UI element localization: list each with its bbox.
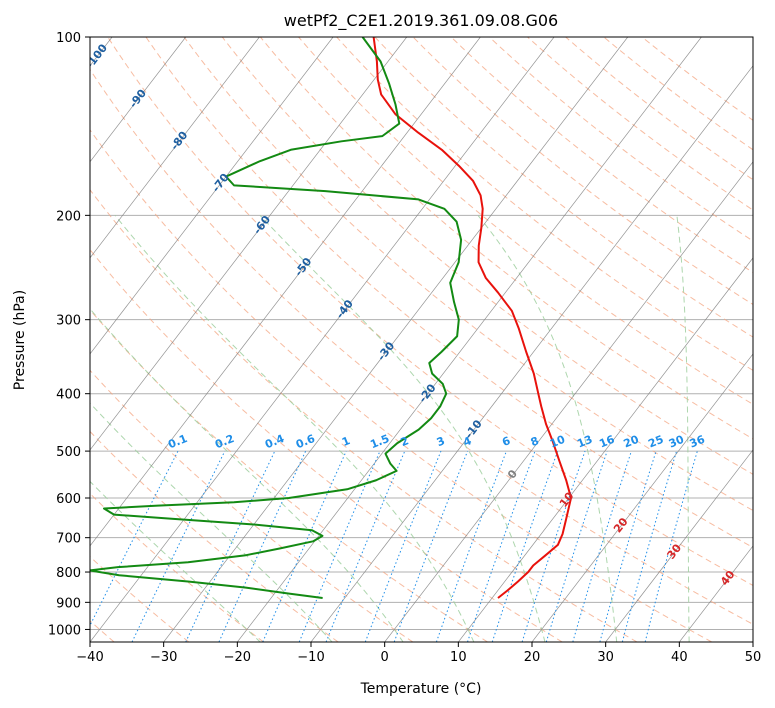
isotherm <box>163 37 629 642</box>
x-axis-label: Temperature (°C) <box>360 681 482 697</box>
mixing-ratio-line <box>621 450 678 642</box>
isotherm <box>90 37 334 355</box>
dry-adiabat <box>107 37 753 586</box>
isotherm <box>90 37 260 259</box>
dry-adiabat <box>90 248 563 642</box>
mixing-ratio-line <box>262 450 347 642</box>
mixing-ratio-label: 3 <box>435 434 447 449</box>
dry-adiabat <box>90 309 488 642</box>
y-tick-label: 600 <box>56 492 81 507</box>
plot-frame <box>89 36 754 643</box>
dry-adiabat <box>527 37 753 211</box>
dry-adiabat <box>298 37 753 405</box>
isotherm <box>310 65 753 642</box>
x-tick-label: −20 <box>224 650 251 665</box>
x-axis: −40 −30 −20 −10 0 10 20 30 40 50 <box>76 642 761 665</box>
moist-adiabat <box>90 402 333 642</box>
x-tick-label: 20 <box>524 650 541 665</box>
isotherm <box>605 449 753 642</box>
moist-adiabat <box>90 480 261 642</box>
mixing-ratio-line <box>185 450 276 642</box>
profile-lines <box>90 37 572 600</box>
y-tick-label: 1000 <box>48 623 81 638</box>
isotherm <box>90 37 187 163</box>
mixing-ratio-line <box>131 450 226 642</box>
mixing-ratio-label: 13 <box>575 433 594 451</box>
y-tick-label: 100 <box>56 31 81 46</box>
temperature-line <box>372 37 572 599</box>
dry-adiabat <box>374 37 753 338</box>
y-tick-label: 800 <box>56 566 81 581</box>
y-tick-label: 700 <box>56 532 81 547</box>
dry-adiabat <box>603 37 753 151</box>
dry-adiabat <box>183 37 753 512</box>
mixing-ratio-line <box>467 450 536 642</box>
x-tick-label: 40 <box>671 650 688 665</box>
dry-adiabat <box>488 37 753 242</box>
moist-adiabats <box>90 214 690 642</box>
mixing-ratio-label: 2 <box>399 434 411 449</box>
isotherm <box>384 161 753 642</box>
y-axis: 100 200 300 400 500 600 700 800 900 1000 <box>48 31 90 638</box>
mixing-ratio-line <box>572 450 632 642</box>
mixing-ratio-label: 16 <box>597 433 616 451</box>
x-tick-label: −30 <box>150 650 177 665</box>
moist-adiabat <box>676 215 690 642</box>
dewpoint-line <box>90 37 463 600</box>
mixing-ratio-label: 10 <box>548 433 567 451</box>
x-tick-label: 10 <box>450 650 467 665</box>
dry-adiabats <box>90 37 753 642</box>
dry-adiabat <box>565 37 753 181</box>
isotherm <box>531 353 753 642</box>
x-tick-label: 50 <box>745 650 762 665</box>
dry-adiabat <box>336 37 753 371</box>
isotherm <box>90 37 408 451</box>
y-axis-label: Pressure (hPa) <box>12 290 28 390</box>
dry-adiabat <box>90 68 753 625</box>
x-tick-label: −10 <box>297 650 324 665</box>
mixing-ratio-line <box>435 450 507 642</box>
mixing-ratio-label: 1 <box>340 434 352 449</box>
mixing-ratio-line <box>491 450 559 642</box>
dry-adiabat <box>90 189 638 642</box>
mixing-ratio-label: 36 <box>688 433 707 451</box>
pressure-gridlines <box>90 37 753 630</box>
isotherm <box>90 37 481 547</box>
mixing-ratio-label: 30 <box>667 433 686 451</box>
moist-adiabat <box>477 215 618 642</box>
isotherm <box>458 257 753 642</box>
moist-adiabat <box>259 214 546 642</box>
moist-adiabat <box>114 215 475 642</box>
dry-adiabat <box>90 128 712 642</box>
x-tick-label: 30 <box>597 650 614 665</box>
x-tick-label: −40 <box>76 650 103 665</box>
mixing-ratio-line <box>218 450 307 642</box>
dry-adiabat <box>90 369 414 642</box>
y-tick-label: 400 <box>56 388 81 403</box>
dry-adiabat <box>90 430 339 642</box>
mixing-ratio-label: 20 <box>622 433 641 451</box>
y-tick-label: 900 <box>56 596 81 611</box>
y-tick-label: 500 <box>56 445 81 460</box>
mixing-ratio-line <box>599 450 657 642</box>
plot-area: -100-90-80-70-60-50-40-30-20-10010203040… <box>90 37 753 642</box>
mixing-ratio-label: 25 <box>646 433 665 451</box>
mixing-ratio-line <box>545 450 608 642</box>
y-tick-label: 200 <box>56 209 81 224</box>
dry-adiabat <box>145 37 753 549</box>
x-tick-label: 0 <box>381 650 389 665</box>
mixing-ratio-line <box>521 450 586 642</box>
mixing-ratio-label: 8 <box>529 434 541 449</box>
mixing-ratio-line <box>644 450 698 642</box>
dry-adiabat <box>259 37 753 440</box>
chart-title: wetPf2_C2E1.2019.361.09.08.G06 <box>284 11 558 31</box>
isotherm <box>90 37 555 642</box>
mixing-ratio-lines <box>90 450 698 642</box>
y-tick-label: 300 <box>56 314 81 329</box>
